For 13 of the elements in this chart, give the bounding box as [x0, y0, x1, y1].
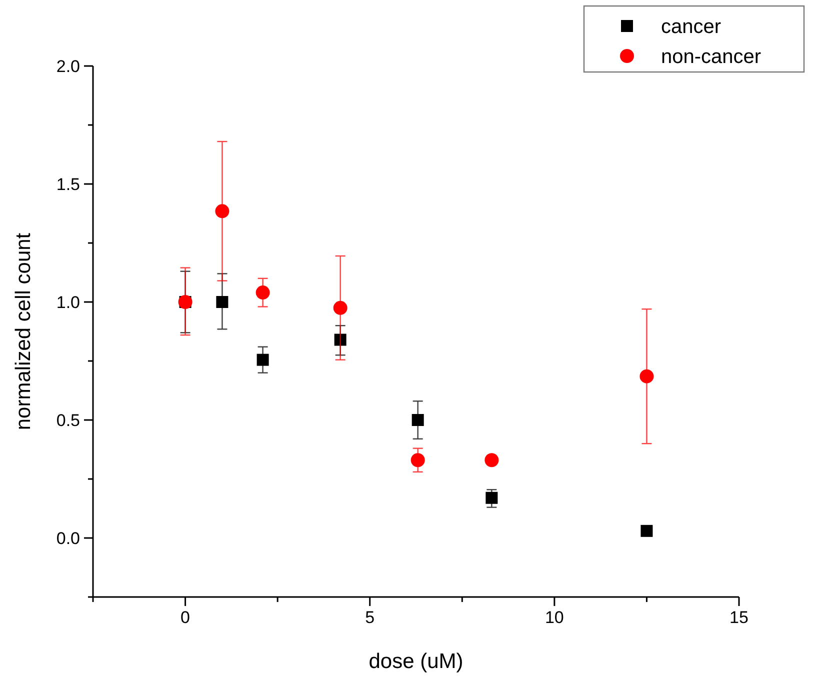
y-tick-label: 0.0 [56, 529, 80, 548]
y-tick-label: 1.0 [56, 293, 80, 312]
y-axis-title: normalized cell count [12, 232, 35, 430]
y-tick-label: 0.5 [56, 411, 80, 430]
x-tick-label: 15 [730, 608, 748, 627]
x-tick-label: 5 [365, 608, 375, 627]
y-tick-label: 2.0 [56, 57, 80, 76]
x-tick-label: 10 [544, 608, 564, 627]
x-tick-label: 0 [180, 608, 190, 627]
legend-label: non-cancer [661, 46, 762, 68]
y-tick-label: 1.5 [56, 175, 80, 194]
x-axis-title: dose (uM) [368, 650, 464, 673]
legend-label: cancer [661, 16, 722, 38]
